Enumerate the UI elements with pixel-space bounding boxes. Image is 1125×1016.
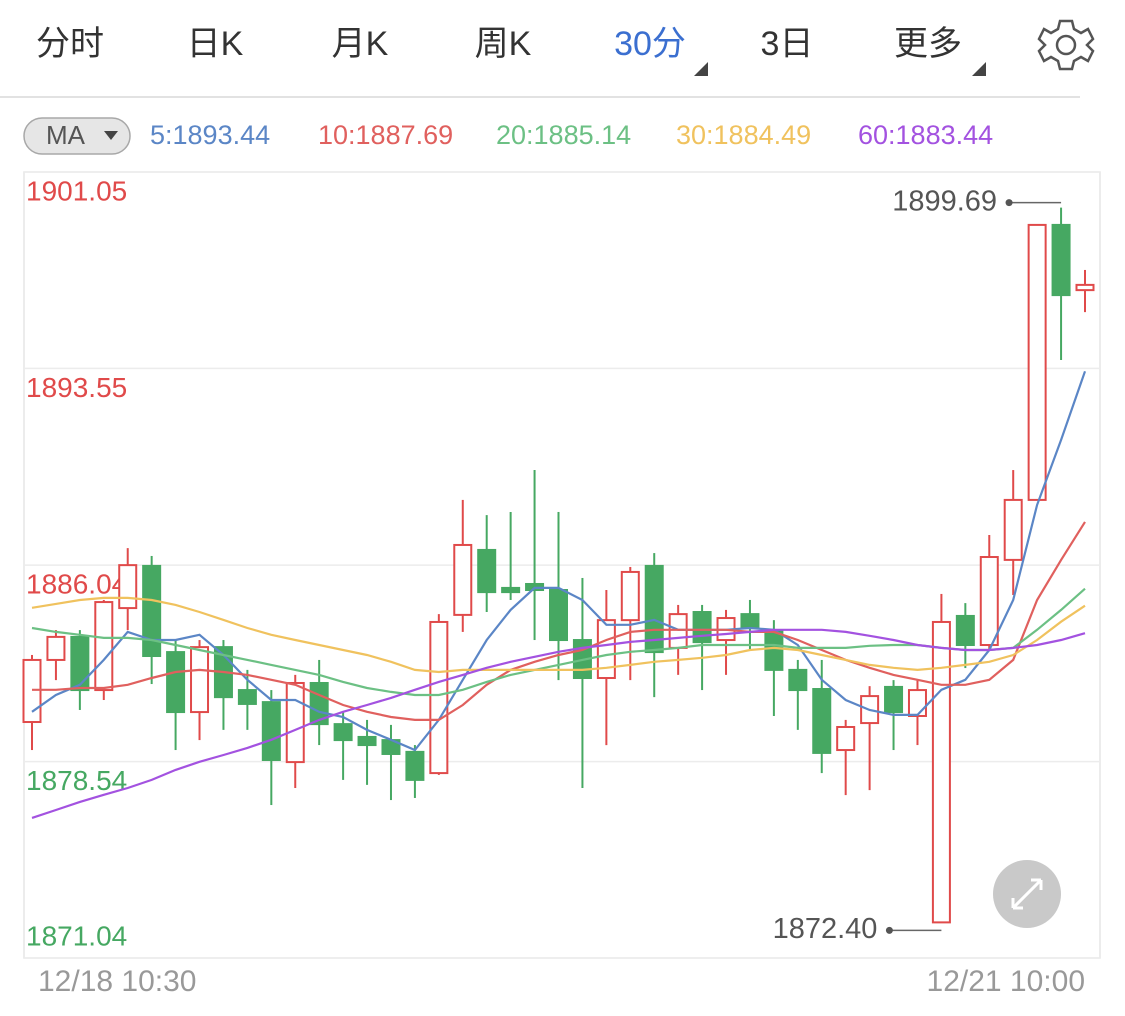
x-tick-label: 12/21 10:00 — [927, 965, 1085, 998]
candle-body — [142, 564, 162, 658]
y-tick-label: 1871.04 — [26, 920, 127, 951]
dropdown-arrow — [104, 131, 118, 140]
ma-line — [31, 587, 1086, 697]
candle-body — [668, 613, 688, 649]
tab-bar: 分时 日K 月K 周K 30分 3日 更多 — [36, 25, 986, 76]
ma-line — [31, 596, 1086, 674]
ma-legend-entry: 10:1887.69 — [318, 120, 453, 150]
candle-body — [812, 688, 832, 754]
candle-body — [190, 646, 210, 714]
ma-legend: 5:1893.44 10:1887.69 20:1885.14 30:1884.49 6… — [150, 120, 993, 150]
tab[interactable]: 30分 — [614, 25, 686, 63]
candle-body — [1075, 283, 1095, 292]
expand-button[interactable] — [993, 860, 1061, 928]
candle-body — [333, 723, 353, 742]
candle-body — [1051, 223, 1071, 297]
gear-hole — [1055, 34, 1077, 56]
candle-body — [596, 619, 616, 680]
y-tick-label: 1893.55 — [26, 372, 127, 403]
ma-legend-entry: 30:1884.49 — [676, 120, 811, 150]
candle-body — [788, 668, 808, 692]
tab[interactable]: 更多 — [894, 25, 962, 63]
candle-body — [1003, 498, 1023, 561]
tab[interactable]: 周K — [475, 25, 532, 63]
gear — [1037, 19, 1095, 71]
candle-body — [907, 689, 927, 717]
candle-body — [979, 556, 999, 647]
candle-body — [884, 685, 904, 714]
ma-line — [31, 370, 1087, 752]
ma-legend-entry: 60:1883.44 — [858, 120, 993, 150]
candle-body — [46, 635, 66, 661]
candle-body — [70, 635, 90, 692]
ma-line — [31, 628, 1086, 819]
tab[interactable]: 日K — [187, 25, 244, 63]
candle-body — [501, 586, 521, 594]
candle-body — [931, 620, 951, 924]
candle-body — [405, 750, 425, 781]
tab-dropdown-triangle — [972, 62, 986, 76]
candle-body — [477, 548, 497, 594]
settings-icon[interactable] — [1037, 19, 1095, 71]
candle-body — [955, 614, 975, 647]
candle-body — [237, 689, 257, 705]
ma-line — [32, 521, 1086, 722]
y-tick-label: 1901.05 — [26, 175, 127, 206]
chart: 1901.05 1893.55 1886.04 1878.54 1871.04 12/18… — [22, 171, 1101, 998]
expand-arrows — [1011, 878, 1043, 910]
candle-body — [764, 629, 784, 671]
candle-body — [285, 681, 305, 764]
candle-body — [429, 620, 449, 775]
button-bg — [23, 117, 131, 155]
candle-body — [549, 589, 568, 642]
indicator-label: MA — [46, 120, 86, 150]
indicator-button[interactable]: MA — [23, 117, 131, 155]
tab-dropdown-triangle — [694, 62, 708, 76]
extreme-dot — [885, 926, 893, 934]
extreme-label: 1899.69 — [892, 185, 997, 217]
extreme-dot — [1005, 199, 1013, 207]
tab[interactable]: 月K — [332, 25, 389, 63]
candle-body — [453, 543, 473, 616]
candle-body — [357, 735, 377, 747]
candle-body — [94, 601, 114, 692]
candle-body — [620, 570, 640, 622]
candle-body — [1027, 223, 1047, 501]
candle-body — [22, 658, 42, 724]
candle-body — [692, 611, 712, 644]
ma-legend-entry: 20:1885.14 — [496, 120, 631, 150]
candle-body — [740, 613, 760, 629]
candle-body — [118, 564, 138, 610]
y-tick-label: 1878.54 — [26, 765, 127, 796]
candle-body — [261, 701, 281, 761]
x-tick-label: 12/18 10:30 — [38, 965, 196, 998]
candle-body — [836, 725, 856, 752]
candle-body — [166, 651, 186, 714]
tab[interactable]: 分时 — [36, 25, 104, 63]
extreme-label: 1872.40 — [773, 913, 878, 945]
y-tick-label: 1886.04 — [26, 569, 127, 600]
tab[interactable]: 3日 — [761, 25, 814, 63]
ma-legend-entry: 5:1893.44 — [150, 120, 270, 150]
